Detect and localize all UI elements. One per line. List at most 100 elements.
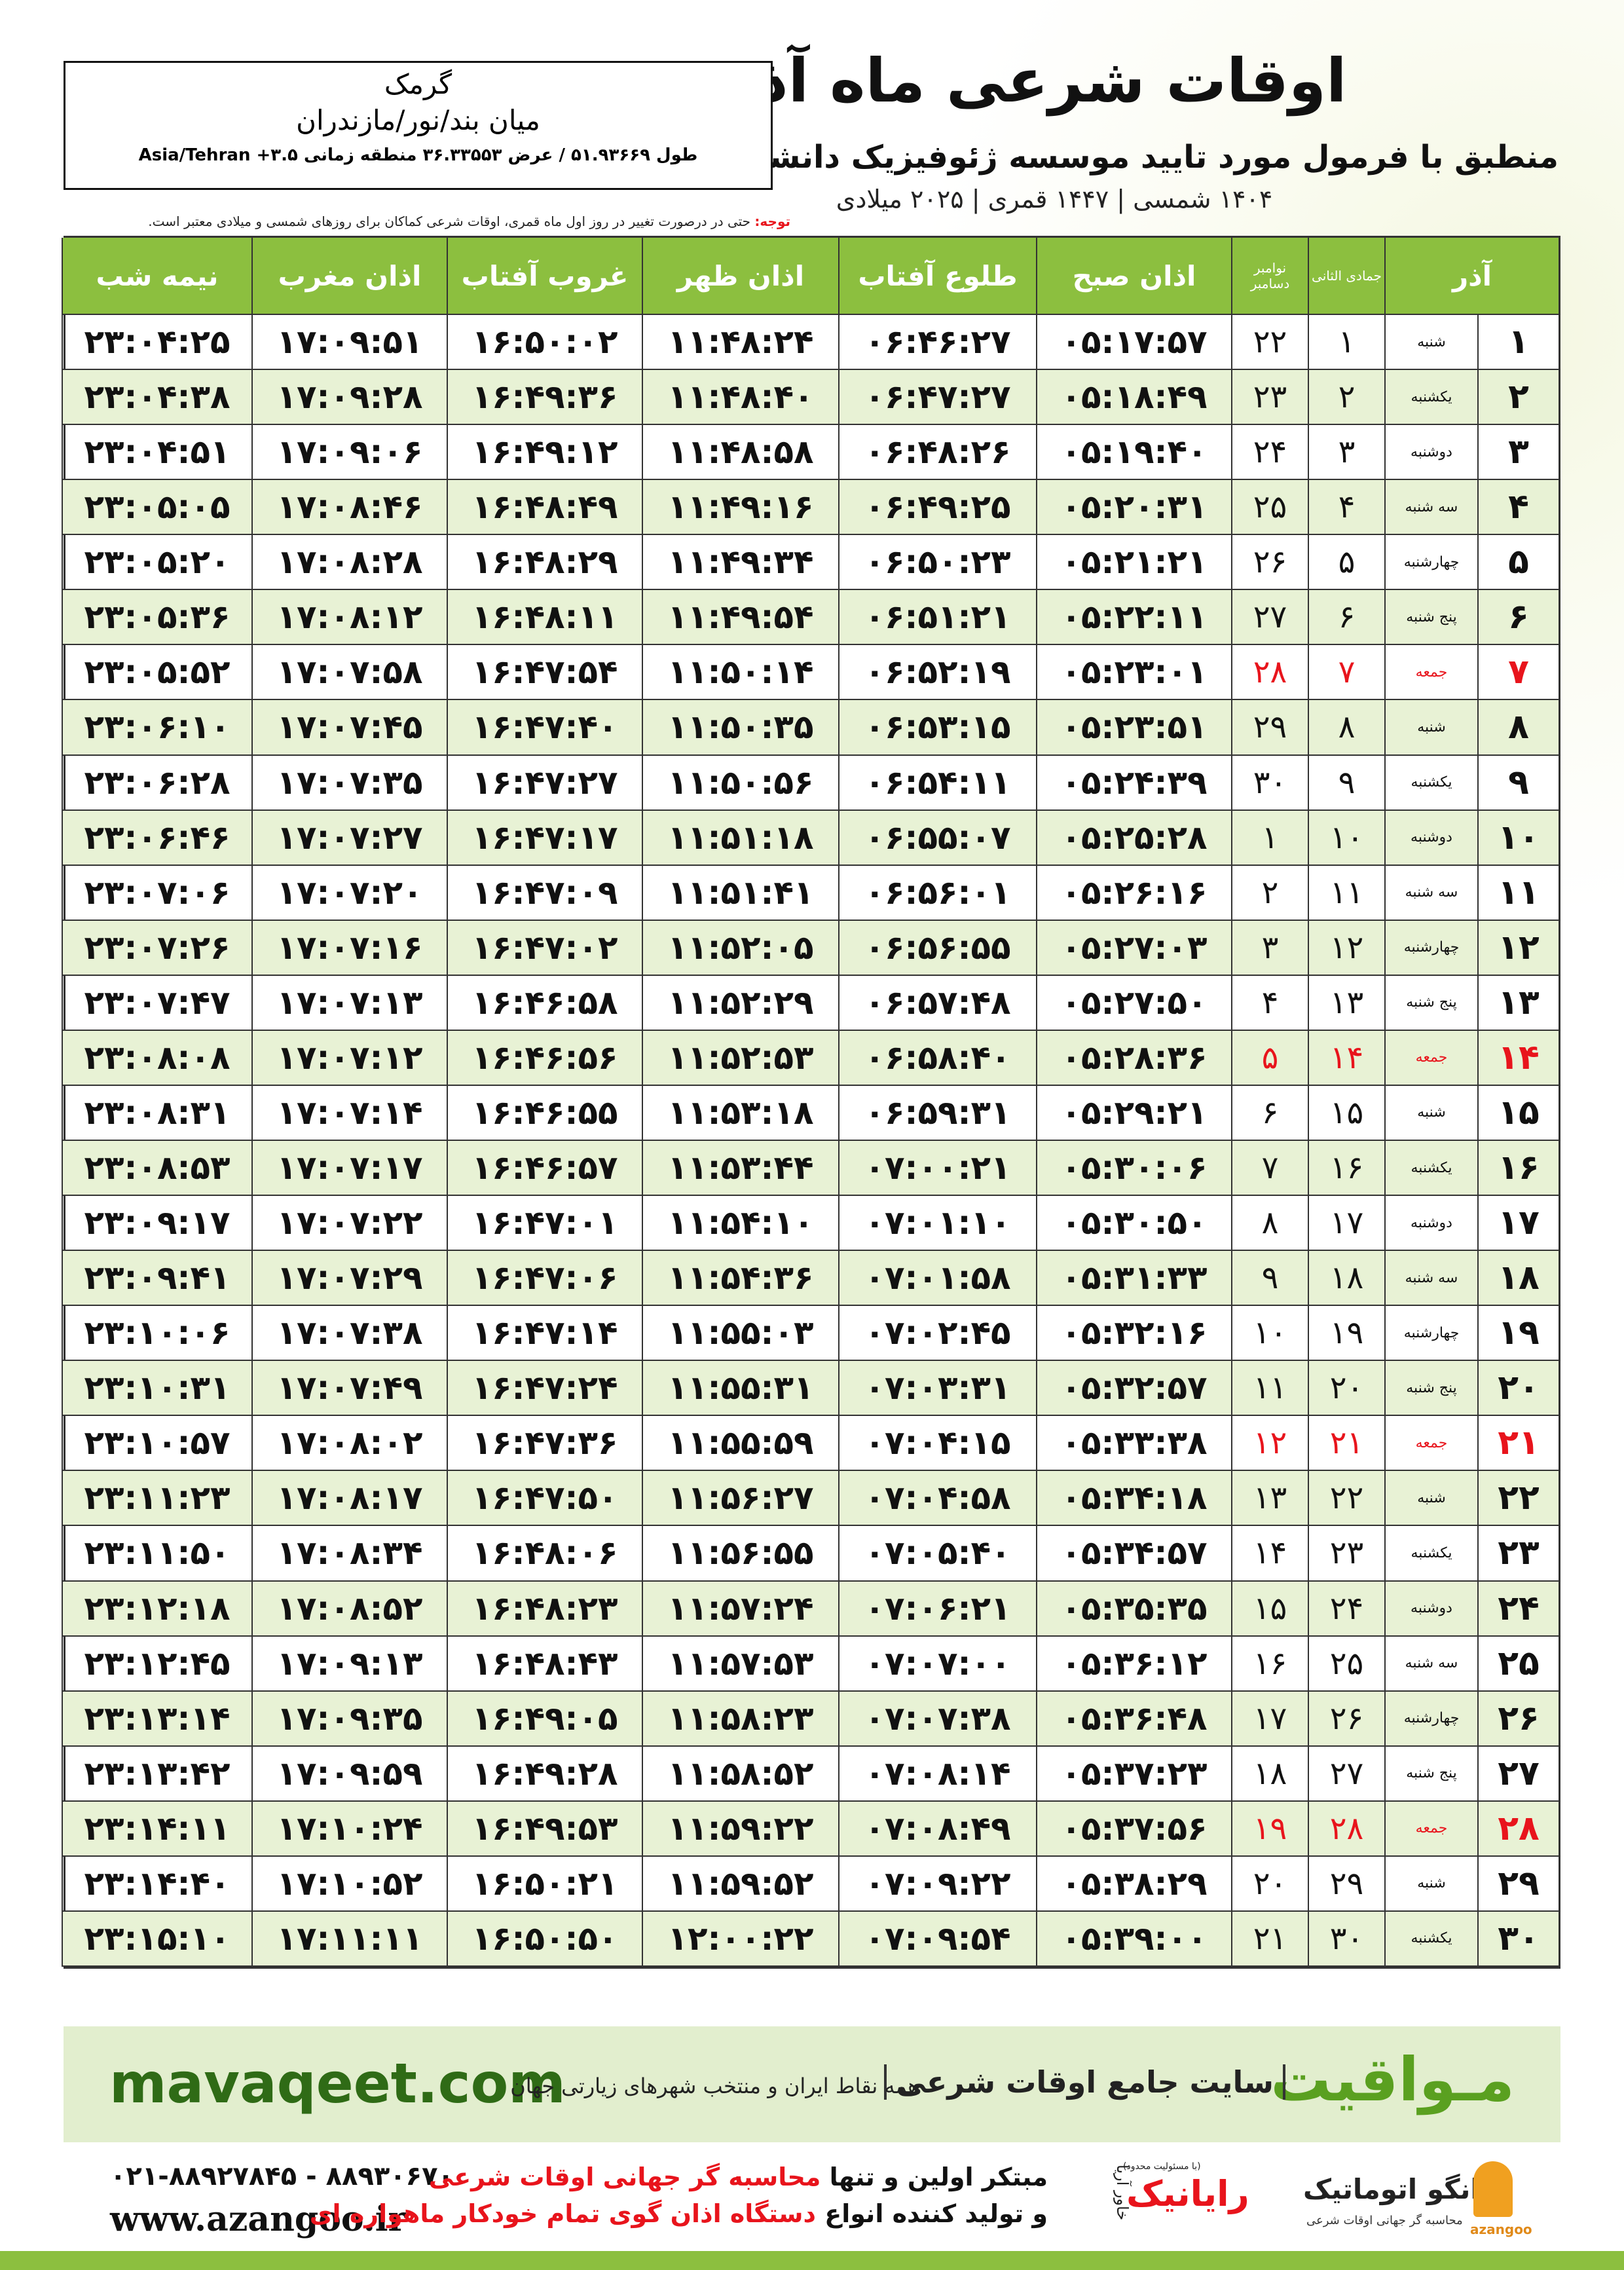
time: ۱۱:۵۰:۵۶ [642, 755, 838, 811]
weekday: یکشنبه [1384, 1911, 1477, 1967]
time: ۱۷:۰۷:۱۷ [251, 1140, 447, 1197]
time: ۱۲:۰۰:۲۲ [642, 1911, 838, 1967]
site-link[interactable]: mavaqeet.com [109, 2051, 566, 2115]
text: محاسبه گر جهانی اوقات شرعی [428, 2163, 821, 2191]
qamari-day: ۱۶ [1308, 1140, 1384, 1197]
qamari-day: ۲۵ [1308, 1636, 1384, 1692]
weekday: یکشنبه [1384, 370, 1477, 426]
time: ۱۱:۵۲:۰۵ [642, 920, 838, 976]
time: ۰۷:۰۱:۱۰ [838, 1196, 1036, 1252]
time: ۱۶:۴۸:۴۹ [447, 480, 642, 536]
day: ۱۸ [1477, 1251, 1559, 1307]
time: ۰۷:۰۱:۵۸ [838, 1251, 1036, 1307]
time: ۰۵:۲۳:۵۱ [1036, 700, 1231, 756]
header-time: اذان مغرب [251, 238, 447, 315]
weekday: چهارشنبه [1384, 1306, 1477, 1362]
time: ۲۳:۱۲:۱۸ [62, 1581, 251, 1637]
gregorian-day: ۱۱ [1231, 1361, 1308, 1417]
time: ۱۷:۰۷:۳۵ [251, 755, 447, 811]
title: اوقات شرعی ماه آذر [722, 46, 1347, 116]
time: ۱۶:۵۰:۰۲ [447, 315, 642, 371]
times-table: آذر جمادی الثانی نوامبر دسامبر اذان صبح طلوع … [62, 236, 1560, 1969]
banner: mavaqeet.com مـواقیت سایت جامع اوقات شرع… [64, 2026, 1560, 2142]
gregorian-day: ۱۹ [1231, 1801, 1308, 1857]
text: مبتکر اولین و تنها [829, 2163, 1048, 2191]
weekday: سه شنبه [1384, 1251, 1477, 1307]
weekday: جمعه [1384, 1030, 1477, 1086]
time: ۱۷:۰۷:۲۷ [251, 810, 447, 866]
time: ۱۶:۴۹:۵۳ [447, 1801, 642, 1857]
time: ۱۶:۴۶:۵۷ [447, 1140, 642, 1197]
time: ۰۷:۰۴:۵۸ [838, 1471, 1036, 1527]
web-link[interactable]: www.azangoo.ir [110, 2199, 406, 2239]
weekday: شنبه [1384, 1085, 1477, 1141]
time: ۱۱:۵۵:۳۱ [642, 1361, 838, 1417]
time: ۱۶:۴۶:۵۶ [447, 1030, 642, 1086]
time: ۱۶:۴۷:۰۹ [447, 865, 642, 921]
time: ۰۵:۳۶:۴۸ [1036, 1691, 1231, 1747]
time: ۱۷:۰۹:۵۹ [251, 1746, 447, 1802]
time: ۰۷:۰۰:۲۱ [838, 1140, 1036, 1197]
time: ۰۵:۲۷:۰۳ [1036, 920, 1231, 976]
day: ۲۸ [1477, 1801, 1559, 1857]
time: ۱۷:۰۷:۱۶ [251, 920, 447, 976]
header-gregorian: نوامبر دسامبر [1231, 238, 1308, 315]
time: ۱۶:۴۹:۰۵ [447, 1691, 642, 1747]
gregorian-day: ۲۶ [1231, 535, 1308, 591]
time: ۰۶:۴۶:۲۷ [838, 315, 1036, 371]
gregorian-day: ۱۷ [1231, 1691, 1308, 1747]
qamari-day: ۵ [1308, 535, 1384, 591]
weekday: شنبه [1384, 1471, 1477, 1527]
time: ۲۳:۰۸:۵۳ [62, 1140, 251, 1197]
time: ۱۱:۵۰:۱۴ [642, 645, 838, 701]
weekday: سه شنبه [1384, 1636, 1477, 1692]
time: ۱۷:۰۹:۵۱ [251, 315, 447, 371]
day: ۱۰ [1477, 810, 1559, 866]
time: ۱۱:۵۴:۱۰ [642, 1196, 838, 1252]
time: ۱۶:۴۷:۴۰ [447, 700, 642, 756]
day: ۴ [1477, 480, 1559, 536]
time: ۱۶:۴۹:۳۶ [447, 370, 642, 426]
weekday: یکشنبه [1384, 755, 1477, 811]
time: ۱۱:۵۲:۵۳ [642, 1030, 838, 1086]
logo-latin: azangoo [1470, 2222, 1532, 2237]
time: ۰۶:۵۵:۰۷ [838, 810, 1036, 866]
subtitle: منطبق با فرمول مورد تایید موسسه ژئوفیزیک… [620, 139, 1559, 176]
day: ۱۳ [1477, 975, 1559, 1031]
day: ۲۵ [1477, 1636, 1559, 1692]
time: ۱۶:۴۸:۲۹ [447, 535, 642, 591]
qamari-day: ۱۰ [1308, 810, 1384, 866]
time: ۰۵:۲۰:۳۱ [1036, 480, 1231, 536]
day: ۲۱ [1477, 1416, 1559, 1472]
qamari-day: ۲۹ [1308, 1856, 1384, 1912]
phone: ۰۲۱-۸۸۹۲۷۸۴۵ - ۸۸۹۳۰۶۷۰ [110, 2161, 454, 2191]
weekday: جمعه [1384, 1416, 1477, 1472]
time: ۱۶:۴۸:۱۱ [447, 590, 642, 646]
note-label: توجه: [754, 214, 790, 229]
weekday: دوشنبه [1384, 425, 1477, 481]
gregorian-day: ۹ [1231, 1251, 1308, 1307]
time: ۰۵:۳۶:۱۲ [1036, 1636, 1231, 1692]
weekday: پنج شنبه [1384, 1746, 1477, 1802]
weekday: سه شنبه [1384, 480, 1477, 536]
day: ۵ [1477, 535, 1559, 591]
time: ۱۷:۰۷:۲۹ [251, 1251, 447, 1307]
time: ۱۱:۵۶:۲۷ [642, 1471, 838, 1527]
time: ۱۱:۵۵:۵۹ [642, 1416, 838, 1472]
time: ۲۳:۱۴:۱۱ [62, 1801, 251, 1857]
weekday: شنبه [1384, 700, 1477, 756]
time: ۱۱:۵۵:۰۳ [642, 1306, 838, 1362]
time: ۱۶:۴۷:۰۶ [447, 1251, 642, 1307]
time: ۰۵:۲۳:۰۱ [1036, 645, 1231, 701]
gregorian-day: ۲۳ [1231, 370, 1308, 426]
day: ۲۴ [1477, 1581, 1559, 1637]
time: ۱۱:۵۲:۲۹ [642, 975, 838, 1031]
time: ۱۱:۵۹:۵۲ [642, 1856, 838, 1912]
time: ۰۵:۲۴:۳۹ [1036, 755, 1231, 811]
qamari-day: ۶ [1308, 590, 1384, 646]
time: ۰۷:۰۹:۲۲ [838, 1856, 1036, 1912]
gregorian-day: ۲۵ [1231, 480, 1308, 536]
gregorian-day: ۲۴ [1231, 425, 1308, 481]
time: ۰۷:۰۷:۰۰ [838, 1636, 1036, 1692]
day: ۳۰ [1477, 1911, 1559, 1967]
